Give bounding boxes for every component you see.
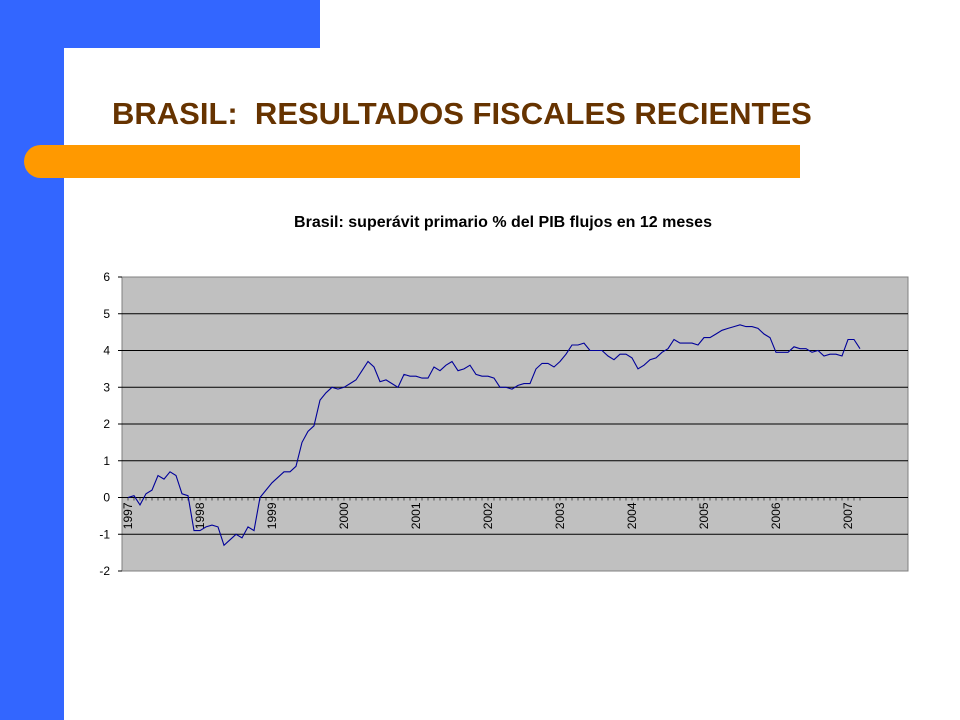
x-axis: 1997 1998 1999 2000 2001 2002 2003 2004 2005 2006… <box>121 497 861 529</box>
y-tick-label: 4 <box>103 344 110 358</box>
x-tick-label: 2002 <box>481 502 495 529</box>
y-tick-label: 5 <box>103 307 110 321</box>
gridlines <box>122 313 908 535</box>
y-tick-label: 3 <box>103 380 110 394</box>
y-tick-label: -1 <box>99 527 110 541</box>
blue-top-bar <box>0 0 320 48</box>
x-tick-label: 2006 <box>769 502 783 529</box>
x-tick-label: 1998 <box>193 502 207 529</box>
series-line <box>127 324 861 547</box>
y-tick-label: -2 <box>99 564 110 578</box>
x-tick-label: 2003 <box>553 502 567 529</box>
x-tick-label: 2007 <box>841 502 855 529</box>
x-tick-label: 1997 <box>121 502 135 529</box>
x-tick-label: 2004 <box>625 502 639 529</box>
y-tick-label: 2 <box>103 417 110 431</box>
y-tick-label: 6 <box>103 270 110 284</box>
chart-title: Brasil: superávit primario % del PIB flu… <box>294 214 712 231</box>
slide-title: BRASIL: RESULTADOS FISCALES RECIENTES <box>112 96 812 131</box>
x-tick-label: 2000 <box>337 502 351 529</box>
orange-accent-bar <box>24 145 800 178</box>
blue-side-bar <box>0 0 64 720</box>
y-tick-label: 0 <box>103 491 110 505</box>
y-axis: -2 -1 0 1 2 3 4 5 6 <box>99 270 122 578</box>
x-tick-label: 1999 <box>265 502 279 529</box>
x-tick-label: 2005 <box>697 502 711 529</box>
x-tick-label: 2001 <box>409 502 423 529</box>
y-tick-label: 1 <box>103 454 110 468</box>
